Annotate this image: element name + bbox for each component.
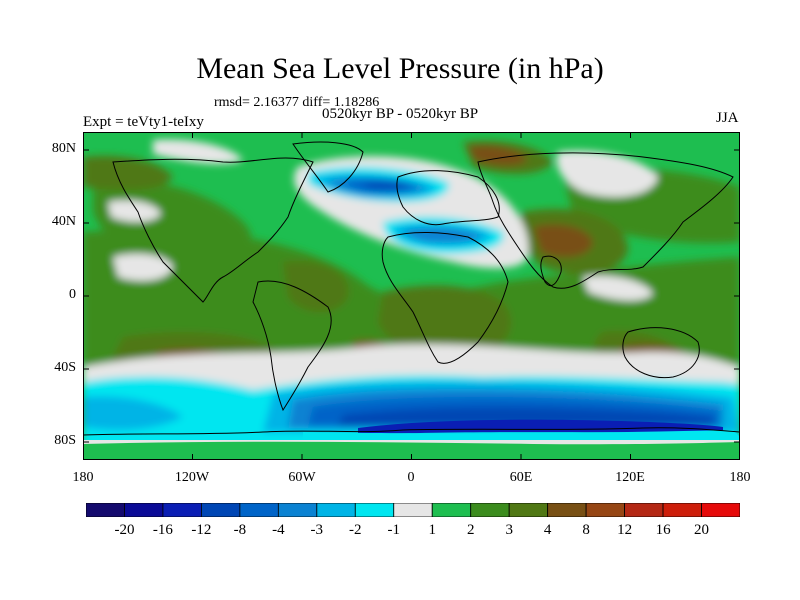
colorbar-swatch <box>701 503 740 517</box>
lon-label-180e: 180 <box>729 470 751 485</box>
colorbar-label: 2 <box>466 522 475 538</box>
colorbar-label: 1 <box>428 522 436 538</box>
coastline-india <box>540 255 562 287</box>
colorbar-swatch <box>508 503 549 517</box>
colorbar-label: -3 <box>310 522 324 538</box>
colorbar <box>86 503 740 517</box>
pressure-map <box>83 132 740 460</box>
colorbar-label: -2 <box>349 522 362 538</box>
field-3-4-eastern-pacific <box>283 261 349 312</box>
coastline-north-america <box>112 157 314 303</box>
lon-label-180w: 180 <box>72 470 94 485</box>
colorbar-label: 12 <box>617 522 633 538</box>
colorbar-swatch <box>585 503 625 517</box>
colorbar-label: 8 <box>582 522 590 538</box>
field-antarctica-green <box>83 441 740 460</box>
colorbar-swatch <box>162 503 202 517</box>
colorbar-swatch <box>316 503 356 517</box>
colorbar-swatch <box>393 503 433 517</box>
lat-label-80n: 80N <box>51 141 76 156</box>
lat-label-40s: 40S <box>54 360 76 375</box>
field-near-zero-arctic <box>153 139 243 164</box>
field-4-8-east-asia <box>533 224 593 258</box>
lat-label-40n: 40N <box>51 214 76 229</box>
experiment-label: Expt = teVty1-teIxy <box>83 114 204 130</box>
colorbar-label: -1 <box>387 522 401 538</box>
colorbar-swatch <box>431 503 472 517</box>
field-antarctic-coast-low <box>358 419 723 435</box>
rmsd-diff-stats: rmsd= 2.16377 diff= 1.18286 <box>214 95 380 110</box>
lat-label-0: 0 <box>69 287 76 302</box>
season-label: JJA <box>716 110 739 126</box>
lon-ticks <box>192 132 631 460</box>
plot-title: Mean Sea Level Pressure (in hPa) <box>196 52 604 85</box>
time-period-label: 0520kyr BP - 0520kyr BP <box>322 106 479 122</box>
field-near-zero-siberia <box>556 150 658 197</box>
coastlines <box>83 141 740 436</box>
lon-label-60e: 60E <box>509 470 533 485</box>
colorbar-swatch <box>86 503 125 517</box>
colorbar-label: -20 <box>114 522 135 538</box>
field-3-4-arctic-pacific <box>83 155 173 190</box>
colorbar-label: -16 <box>152 522 173 538</box>
coastline-antarctica <box>83 427 740 436</box>
coastline-australia <box>622 327 700 379</box>
colorbar-label: 16 <box>655 522 671 538</box>
colorbar-swatch <box>354 503 395 517</box>
colorbar-swatch <box>662 503 702 517</box>
field-neg3-neg4-mediterranean <box>403 227 483 243</box>
colorbar-label: -8 <box>233 522 247 538</box>
field-neg8-neg12-north-atlantic <box>363 182 409 190</box>
coastline-greenland <box>292 141 364 193</box>
field-near-zero-pacific-east <box>108 200 161 222</box>
coastline-africa <box>381 232 509 364</box>
colorbar-swatch <box>547 503 587 517</box>
colorbar-swatch <box>201 503 241 517</box>
colorbar-swatch <box>124 503 164 517</box>
lat-label-80s: 80S <box>54 433 76 448</box>
colorbar-label: -4 <box>272 522 285 538</box>
colorbar-label: 4 <box>543 522 552 538</box>
field-neg2-neg3-south-pacific <box>83 396 183 430</box>
colorbar-label: 3 <box>505 522 513 538</box>
coastline-south-america <box>252 280 332 412</box>
colorbar-label: -12 <box>191 522 212 538</box>
colorbar-swatch <box>624 503 664 517</box>
colorbar-label: 20 <box>694 522 709 538</box>
lon-label-60w: 60W <box>288 470 316 485</box>
lon-label-120e: 120E <box>615 470 645 485</box>
colorbar-swatch <box>277 503 318 517</box>
coastline-asia <box>477 152 734 289</box>
coastline-europe <box>396 170 500 226</box>
lon-label-120w: 120W <box>174 470 210 485</box>
colorbar-swatch <box>239 503 279 517</box>
field-near-zero-indian <box>583 275 653 301</box>
field-near-zero-pacific <box>113 253 173 281</box>
lat-ticks <box>83 149 740 443</box>
colorbar-swatch <box>470 503 510 517</box>
lon-label-0: 0 <box>407 470 415 485</box>
